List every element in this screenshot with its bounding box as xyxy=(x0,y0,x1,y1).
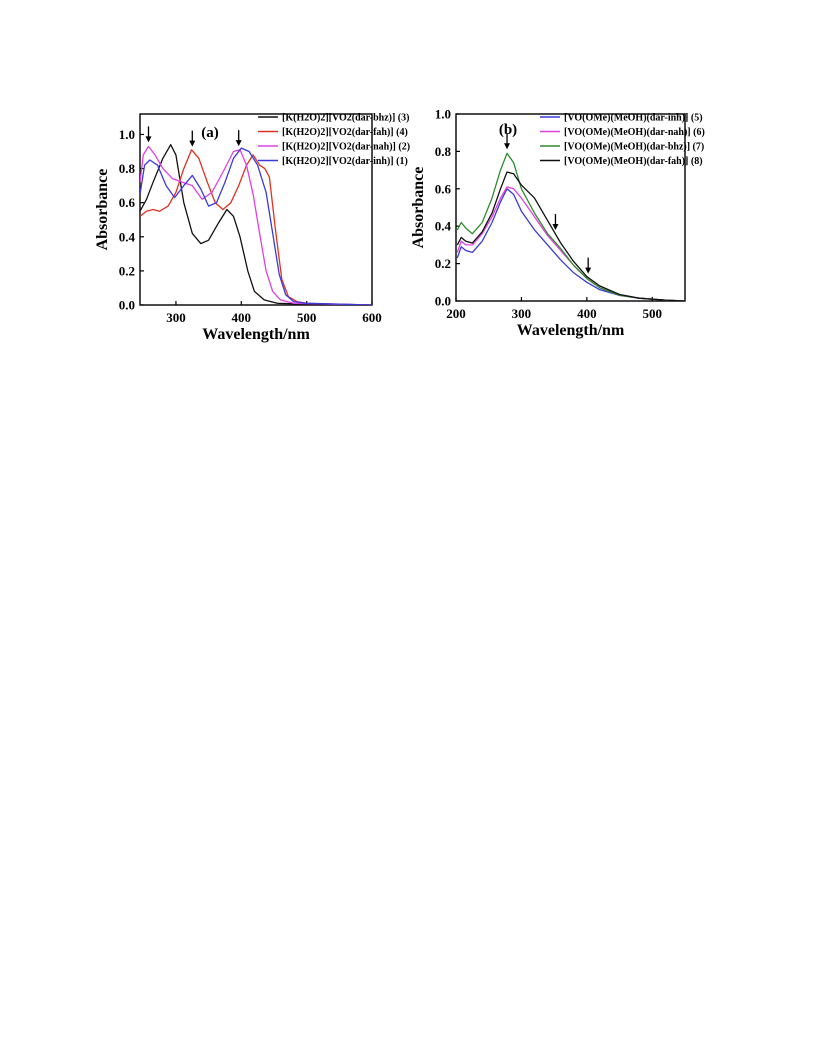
annotation-arrow-head xyxy=(552,224,559,231)
panel-b: 200 300 400 500 0.0 0.2 0.4 0.6 0.8 1.0 Wavelength… xyxy=(410,107,705,340)
plot-frame xyxy=(139,113,373,306)
legend-entry: [K(H2O)2][VO2(dar-bhz)] (3) xyxy=(282,113,409,124)
y-axis-label: Absorbance xyxy=(410,167,427,249)
annotation-arrow-head xyxy=(235,140,242,147)
x-tick-label: 300 xyxy=(512,306,532,321)
series-line-3 xyxy=(456,152,685,301)
x-tick-label: 600 xyxy=(362,310,382,325)
plot-frame xyxy=(455,113,686,302)
series-line-2 xyxy=(140,149,372,305)
y-tick-label: 0.4 xyxy=(435,219,452,234)
legend-entry: [K(H2O)2][VO2(dar-nah)] (2) xyxy=(282,142,410,153)
legend-entry: [VO(OMe)(MeOH)(dar-nah)] (6) xyxy=(564,127,705,138)
y-tick-label: 1.0 xyxy=(435,107,451,122)
series-line-1 xyxy=(140,144,372,305)
x-axis-label: Wavelength/nm xyxy=(202,326,310,343)
x-tick-label: 500 xyxy=(643,306,663,321)
y-tick-label: 0.2 xyxy=(119,263,135,278)
y-tick-label: 0.0 xyxy=(435,294,451,309)
x-tick-label: 200 xyxy=(446,306,466,321)
x-tick-label: 400 xyxy=(232,310,252,325)
x-axis-label: Wavelength/nm xyxy=(517,322,625,339)
series-line-1 xyxy=(456,188,685,301)
y-tick-label: 0.8 xyxy=(119,161,136,176)
annotation-arrow-head xyxy=(189,140,196,147)
annotation-arrow-head xyxy=(504,143,511,150)
y-tick-label: 1.0 xyxy=(119,127,135,142)
panel-a: 300 400 500 600 0.0 0.2 0.4 0.6 0.8 1.0 Wavelength… xyxy=(94,113,410,344)
y-tick-label: 0.6 xyxy=(435,181,452,196)
series-line-4 xyxy=(456,171,685,301)
annotation-arrow-head xyxy=(145,136,152,143)
y-tick-label: 0.2 xyxy=(435,256,451,271)
legend-entry: [K(H2O)2][VO2(dar-inh)] (1) xyxy=(282,156,408,167)
legend-entry: [VO(OMe)(MeOH)(dar-inh)] (5) xyxy=(564,113,703,124)
legend-entry: [K(H2O)2][VO2(dar-fah)] (4) xyxy=(282,127,408,138)
series-line-2 xyxy=(456,186,685,301)
y-tick-label: 0.6 xyxy=(119,195,136,210)
series-line-4 xyxy=(140,147,372,305)
y-axis-label: Absorbance xyxy=(94,169,111,251)
figure: 300 400 500 600 0.0 0.2 0.4 0.6 0.8 1.0 Wavelength… xyxy=(0,0,816,400)
panel-label: (a) xyxy=(201,125,219,141)
y-tick-label: 0.4 xyxy=(119,229,136,244)
spectra-figure: 300 400 500 600 0.0 0.2 0.4 0.6 0.8 1.0 Wavelength… xyxy=(94,107,705,344)
legend-entry: [VO(OMe)(MeOH)(dar-bhz)] (7) xyxy=(564,142,704,153)
y-tick-label: 0.0 xyxy=(119,298,135,313)
annotation-arrow-head xyxy=(585,267,592,274)
x-tick-label: 300 xyxy=(166,310,186,325)
x-tick-label: 500 xyxy=(297,310,317,325)
y-tick-label: 0.8 xyxy=(435,144,452,159)
series-line-3 xyxy=(140,145,372,305)
panel-label: (b) xyxy=(499,122,517,138)
legend-entry: [VO(OMe)(MeOH)(dar-fah)] (8) xyxy=(564,156,703,167)
x-tick-label: 400 xyxy=(577,306,597,321)
